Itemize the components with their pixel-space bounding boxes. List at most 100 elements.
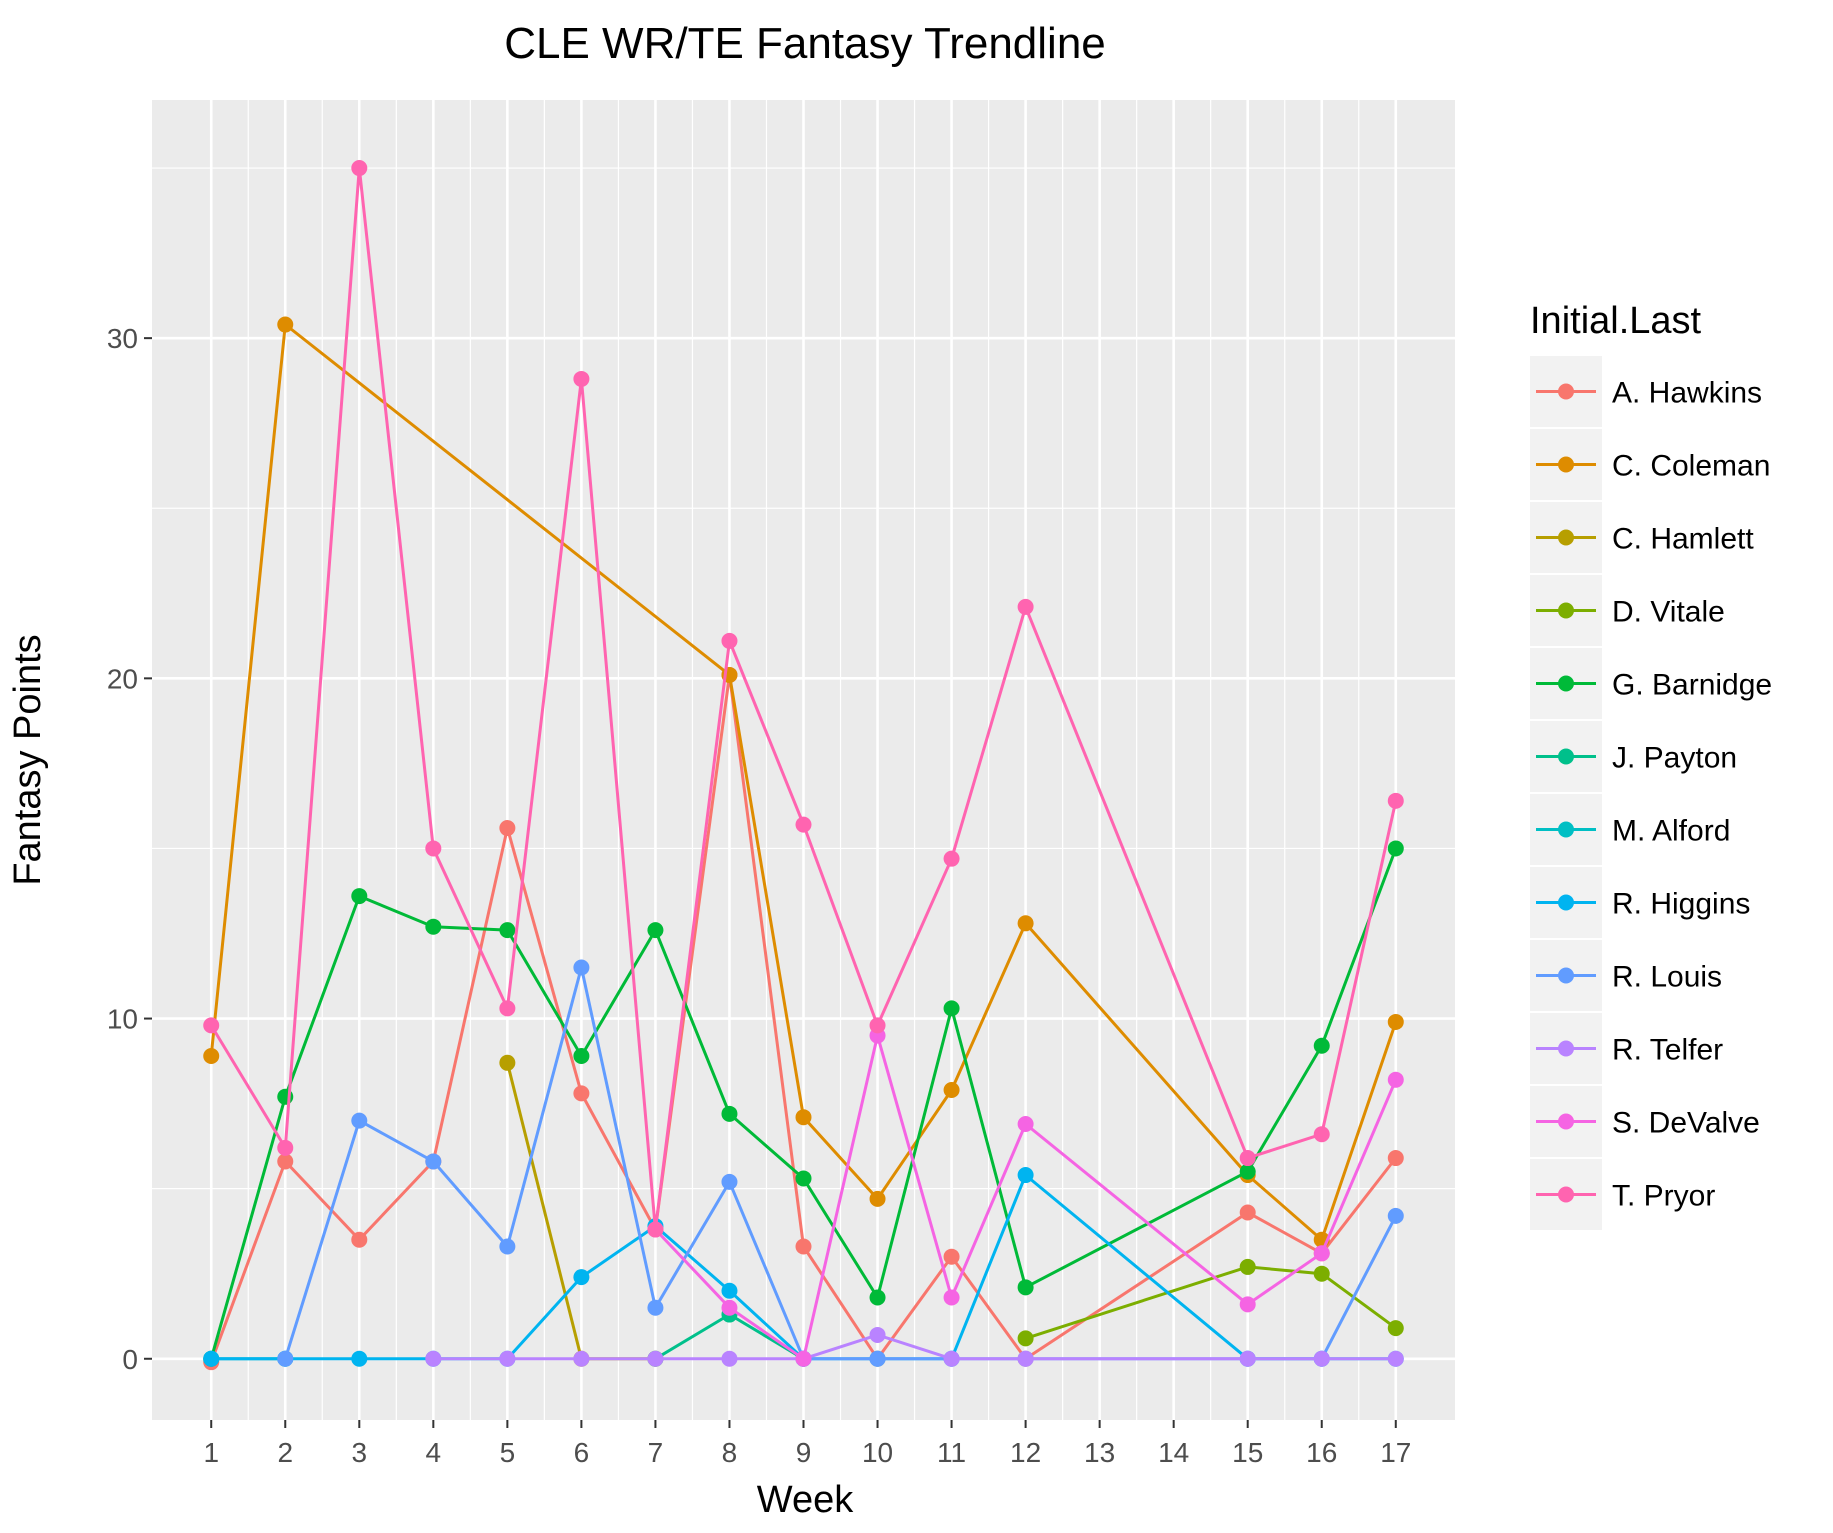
legend-key-point (1558, 821, 1574, 838)
legend-item: M. Alford (1530, 794, 1730, 865)
data-point (1387, 1207, 1404, 1224)
data-point (499, 820, 516, 837)
x-axis-title: Week (757, 1479, 854, 1521)
legend-label: J. Payton (1612, 742, 1737, 775)
legend-label: A. Hawkins (1612, 377, 1762, 410)
data-point (943, 1082, 960, 1098)
data-point (647, 922, 664, 939)
data-point (351, 888, 368, 905)
x-tick-label: 10 (862, 1437, 893, 1468)
x-tick-label: 2 (277, 1437, 293, 1468)
data-point (1313, 1037, 1330, 1054)
data-point (1239, 1150, 1256, 1167)
data-point (499, 922, 516, 939)
data-point (1387, 792, 1404, 809)
data-point (943, 1350, 960, 1367)
data-point (277, 1139, 294, 1156)
legend-label: R. Telfer (1612, 1034, 1723, 1067)
legend-label: D. Vitale (1612, 596, 1725, 629)
data-point (425, 1153, 442, 1170)
legend-key-point (1558, 383, 1574, 400)
x-tick-label: 1 (203, 1437, 219, 1468)
legend-key-point (1558, 748, 1574, 765)
legend-item: C. Hamlett (1530, 502, 1754, 573)
y-tick-label: 20 (107, 663, 138, 694)
x-tick-label: 3 (352, 1437, 368, 1468)
data-point (1387, 1150, 1404, 1167)
x-tick-label: 5 (500, 1437, 516, 1468)
legend-item: R. Louis (1530, 940, 1722, 1011)
y-axis-title: Fantasy Points (7, 634, 49, 885)
x-tick-label: 16 (1306, 1437, 1337, 1468)
data-point (1017, 1167, 1034, 1184)
data-point (943, 1289, 960, 1306)
x-tick-label: 6 (574, 1437, 590, 1468)
legend-item: C. Coleman (1530, 429, 1770, 500)
data-point (203, 1047, 220, 1064)
x-tick-label: 14 (1158, 1437, 1189, 1468)
data-point (647, 1221, 664, 1238)
x-tick-label: 4 (426, 1437, 442, 1468)
data-point (943, 1000, 960, 1017)
legend-label: T. Pryor (1612, 1180, 1715, 1213)
data-point (351, 1350, 368, 1367)
legend-key-point (1558, 1113, 1574, 1130)
data-point (277, 1350, 294, 1367)
legend-label: G. Barnidge (1612, 669, 1772, 702)
series-lines (203, 160, 1404, 1371)
data-point (1239, 1350, 1256, 1367)
data-point (1313, 1265, 1330, 1282)
legend-key-point (1558, 1040, 1574, 1057)
data-point (351, 1231, 368, 1248)
data-point (499, 1000, 516, 1017)
legend-key-point (1558, 602, 1574, 619)
data-point (1017, 1116, 1034, 1133)
data-point (1313, 1245, 1330, 1262)
data-point (869, 1350, 886, 1367)
data-point (1017, 1350, 1034, 1367)
data-point (277, 316, 294, 333)
legend-item: A. Hawkins (1530, 356, 1762, 427)
legend-title: Initial.Last (1530, 300, 1702, 342)
data-point (721, 1105, 738, 1122)
data-point (1313, 1126, 1330, 1143)
x-tick-label: 11 (937, 1437, 966, 1468)
x-tick-label: 7 (648, 1437, 664, 1468)
data-point (1387, 1320, 1404, 1337)
data-point (425, 1350, 442, 1367)
y-tick-label: 30 (107, 323, 138, 354)
legend-key-point (1558, 967, 1574, 984)
series-t-pryor (203, 160, 1404, 1238)
data-point (499, 1350, 516, 1367)
series-line (209, 323, 1398, 1242)
data-point (721, 632, 738, 649)
legend-label: R. Higgins (1612, 888, 1750, 921)
data-point (351, 160, 368, 177)
y-tick-label: 0 (122, 1344, 138, 1375)
data-point (721, 1173, 738, 1190)
legend-item: R. Telfer (1530, 1013, 1723, 1084)
data-point (943, 1248, 960, 1265)
data-point (795, 1350, 812, 1367)
data-point (351, 1112, 368, 1129)
legend: Initial.Last A. Hawkins C. Coleman C. Haml… (1530, 300, 1772, 1230)
data-point (1017, 1279, 1034, 1296)
legend-item: D. Vitale (1530, 575, 1725, 646)
data-point (1387, 1013, 1404, 1030)
data-point (1313, 1350, 1330, 1367)
legend-item: J. Payton (1530, 721, 1737, 792)
data-point (647, 1350, 664, 1367)
data-point (795, 816, 812, 833)
x-tick-label: 13 (1084, 1437, 1115, 1468)
data-point (499, 1238, 516, 1255)
legend-key-point (1558, 1186, 1574, 1203)
legend-item: S. DeValve (1530, 1086, 1760, 1157)
data-point (1239, 1204, 1256, 1221)
legend-key-point (1558, 894, 1574, 911)
x-tick-label: 15 (1232, 1437, 1263, 1468)
x-tick-label: 12 (1010, 1437, 1041, 1468)
data-point (943, 850, 960, 867)
data-point (1239, 1296, 1256, 1313)
